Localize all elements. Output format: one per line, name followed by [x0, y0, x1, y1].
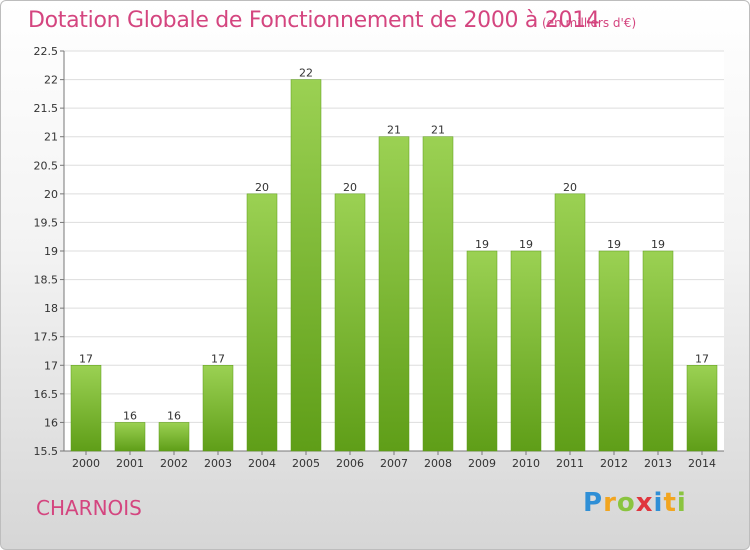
chart-title: Dotation Globale de Fonctionnement de 20… — [28, 8, 600, 33]
y-tick-label: 17 — [44, 359, 58, 372]
proxiti-logo[interactable]: Proxiti — [583, 488, 687, 518]
x-tick-label-2007: 2007 — [380, 457, 408, 470]
data-label-2009: 19 — [475, 238, 489, 251]
x-tick-label-2009: 2009 — [468, 457, 496, 470]
y-tick-label: 17.5 — [34, 331, 59, 344]
x-tick-label-2014: 2014 — [688, 457, 716, 470]
data-label-2003: 17 — [211, 352, 225, 365]
bar-2009 — [466, 250, 498, 452]
x-tick-label-2000: 2000 — [72, 457, 100, 470]
bar-2003 — [202, 365, 234, 452]
x-tick-label-2002: 2002 — [160, 457, 188, 470]
x-tick-label-2012: 2012 — [600, 457, 628, 470]
commune-name: CHARNOIS — [36, 496, 142, 520]
bar-2001 — [114, 422, 146, 452]
bar-2013 — [642, 250, 674, 452]
data-label-2014: 17 — [695, 352, 709, 365]
y-tick-label: 19 — [44, 245, 58, 258]
data-label-2001: 16 — [123, 409, 137, 422]
data-label-2011: 20 — [563, 181, 577, 194]
logo-letter: i — [676, 488, 687, 518]
y-tick-label: 21 — [44, 131, 58, 144]
data-label-2000: 17 — [79, 352, 93, 365]
x-tick-label-2011: 2011 — [556, 457, 584, 470]
x-tick-label-2010: 2010 — [512, 457, 540, 470]
chart-subtitle: (en milliers d'€) — [542, 16, 637, 30]
x-tick-label-2004: 2004 — [248, 457, 276, 470]
data-label-2004: 20 — [255, 181, 269, 194]
x-tick-label-2006: 2006 — [336, 457, 364, 470]
logo-letter: t — [663, 488, 677, 518]
x-tick-label-2005: 2005 — [292, 457, 320, 470]
data-label-2005: 22 — [299, 67, 313, 80]
bar-2002 — [158, 422, 190, 452]
x-tick-label-2003: 2003 — [204, 457, 232, 470]
y-tick-label: 18 — [44, 302, 58, 315]
y-tick-label: 21.5 — [34, 102, 59, 115]
y-tick-label: 22 — [44, 74, 58, 87]
data-label-2002: 16 — [167, 409, 181, 422]
data-label-2013: 19 — [651, 238, 665, 251]
y-tick-label: 15.5 — [34, 445, 59, 458]
bar-2000 — [70, 365, 102, 452]
x-tick-label-2013: 2013 — [644, 457, 672, 470]
logo-letter: x — [635, 488, 654, 518]
data-label-2012: 19 — [607, 238, 621, 251]
logo-letter: i — [653, 488, 664, 518]
bar-2011 — [554, 193, 586, 452]
logo-letter: P — [583, 488, 604, 518]
x-tick-label-2008: 2008 — [424, 457, 452, 470]
data-label-2008: 21 — [431, 124, 445, 137]
x-tick-label-2001: 2001 — [116, 457, 144, 470]
logo-letter: o — [616, 488, 636, 518]
bar-2005 — [290, 79, 322, 452]
bar-2004 — [246, 193, 278, 452]
logo-letter: r — [603, 488, 617, 518]
data-label-2006: 20 — [343, 181, 357, 194]
y-tick-label: 18.5 — [34, 274, 59, 287]
y-tick-label: 19.5 — [34, 216, 59, 229]
y-tick-label: 20.5 — [34, 159, 59, 172]
y-tick-label: 16 — [44, 416, 58, 429]
data-label-2010: 19 — [519, 238, 533, 251]
y-tick-label: 20 — [44, 188, 58, 201]
bar-2010 — [510, 250, 542, 452]
y-tick-label: 16.5 — [34, 388, 59, 401]
y-tick-label: 22.5 — [34, 45, 59, 58]
bar-2014 — [686, 365, 718, 452]
data-label-2007: 21 — [387, 124, 401, 137]
bar-2007 — [378, 136, 410, 452]
bar-2008 — [422, 136, 454, 452]
bar-2006 — [334, 193, 366, 452]
bar-2012 — [598, 250, 630, 452]
